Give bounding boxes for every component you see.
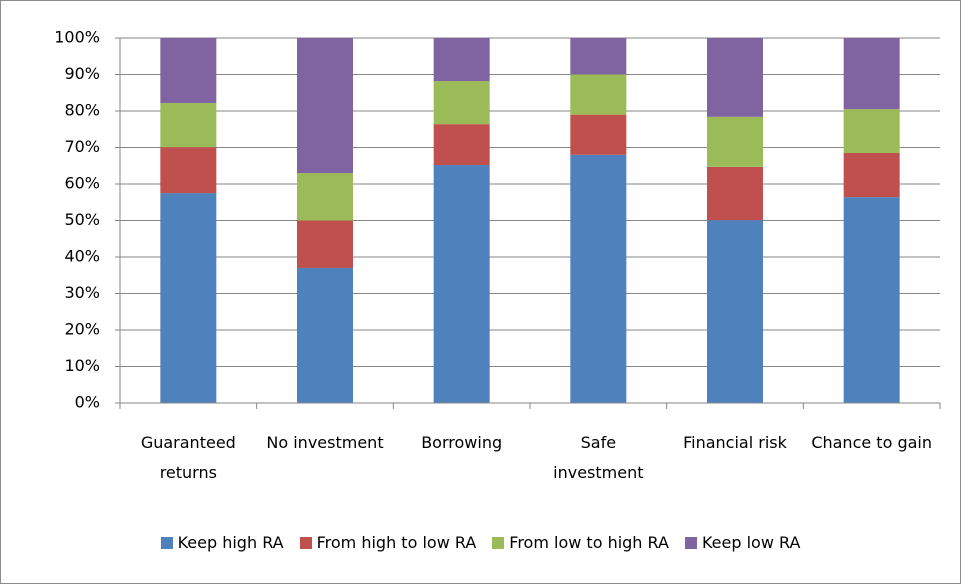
- x-tick-label: Borrowing: [421, 433, 503, 452]
- legend-item: From low to high RA: [492, 533, 669, 552]
- y-tick-label: 20%: [64, 320, 100, 339]
- bar-segment: [707, 116, 763, 167]
- bar-segment: [297, 220, 353, 268]
- x-tick-label: Guaranteed returns: [140, 433, 236, 482]
- legend-label: From high to low RA: [316, 533, 477, 552]
- bar-segment: [570, 114, 627, 155]
- bar-segment: [433, 124, 490, 166]
- bar-segment: [843, 152, 900, 198]
- legend-label: From low to high RA: [509, 533, 669, 552]
- bar-segment: [707, 220, 763, 403]
- y-tick-label: 50%: [64, 210, 100, 229]
- y-tick-label: 70%: [64, 137, 100, 156]
- bar-segment: [843, 109, 900, 153]
- bar-segment: [570, 38, 627, 75]
- legend-item: From high to low RA: [299, 533, 477, 552]
- legend-swatch: [492, 536, 505, 549]
- legend-item: Keep low RA: [684, 533, 801, 552]
- bar-segment: [433, 38, 490, 82]
- y-tick-label: 10%: [64, 356, 100, 375]
- bar-segment: [160, 102, 217, 148]
- y-tick-label: 60%: [64, 174, 100, 193]
- x-tick-label: Chance to gain: [811, 433, 932, 452]
- bar-segment: [570, 74, 627, 115]
- y-tick-label: 100%: [54, 28, 100, 47]
- bar-segment: [433, 165, 490, 403]
- y-tick-label: 80%: [64, 101, 100, 120]
- legend-item: Keep high RA: [160, 533, 284, 552]
- legend-label: Keep low RA: [701, 533, 801, 552]
- y-tick-label: 90%: [64, 64, 100, 83]
- bar-segment: [160, 193, 217, 403]
- bar-segment: [570, 154, 627, 403]
- bar-segment: [843, 38, 900, 110]
- legend-swatch: [299, 536, 312, 549]
- bar-segment: [297, 173, 353, 221]
- bar-segment: [707, 38, 763, 117]
- x-tick-label: Safe investment: [553, 433, 644, 482]
- bar-segment: [297, 38, 353, 174]
- bar-segment: [160, 38, 217, 103]
- bar-segment: [707, 166, 763, 221]
- x-tick-label: No investment: [266, 433, 384, 452]
- legend-label: Keep high RA: [177, 533, 284, 552]
- bar-segment: [843, 197, 900, 403]
- bar-segment: [297, 267, 353, 403]
- x-tick-label: Financial risk: [683, 433, 787, 452]
- y-tick-label: 30%: [64, 283, 100, 302]
- y-tick-label: 40%: [64, 247, 100, 266]
- y-tick-label: 0%: [75, 393, 100, 412]
- bar-segment: [433, 81, 490, 125]
- legend-swatch: [160, 536, 173, 549]
- legend: Keep high RA From high to low RA From low …: [0, 533, 961, 552]
- bar-segment: [160, 147, 217, 194]
- legend-swatch: [684, 536, 697, 549]
